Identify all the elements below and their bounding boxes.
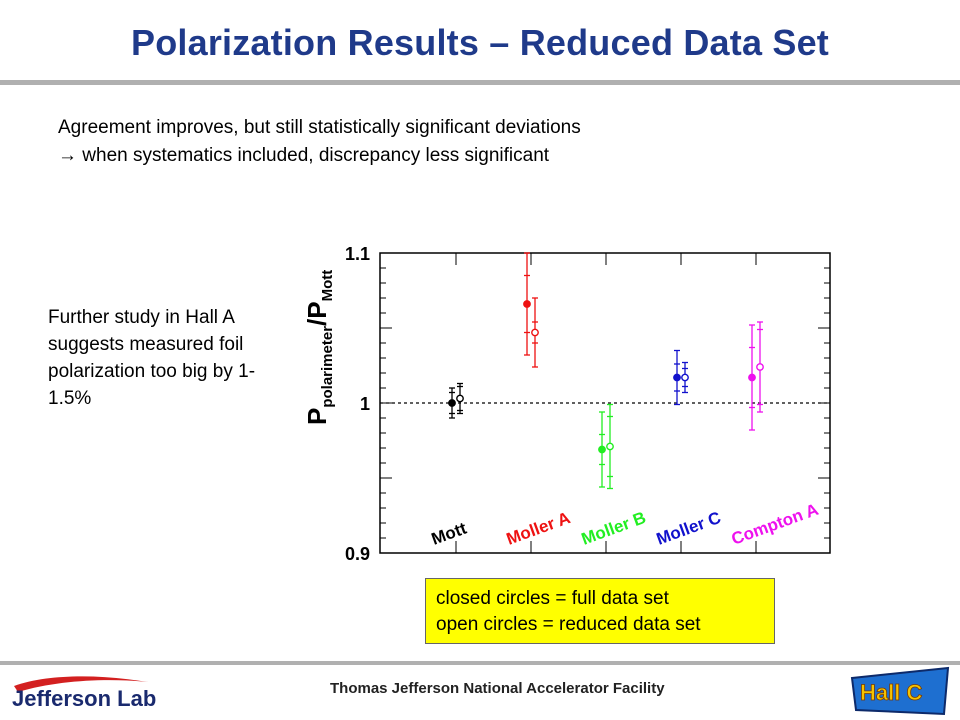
intro-text: Agreement improves, but still statistica… [58, 114, 581, 170]
y-tick-label: 1.1 [345, 244, 370, 264]
data-point-full [598, 445, 606, 454]
hall-c-logo: Hall C [850, 666, 950, 716]
legend-box: closed circles = full data set open circ… [425, 578, 775, 644]
hall-c-badge-icon [850, 666, 950, 716]
polarization-chart: 1.1 1 0.9 Mott Moller A Moller B Moller C Comp… [302, 244, 831, 564]
side-note: Further study in Hall A suggests measure… [48, 307, 256, 409]
y-axis-label-main: P [302, 408, 332, 425]
category-label: Moller B [579, 508, 649, 549]
data-point-reduced [606, 442, 614, 451]
data-point-full [448, 399, 456, 407]
category-label: Moller A [504, 508, 573, 549]
footer-text: Thomas Jefferson National Accelerator Fa… [330, 680, 665, 697]
data-point-full [523, 300, 531, 308]
title-divider [0, 80, 960, 85]
slide-title: Polarization Results – Reduced Data Set [131, 22, 829, 63]
category-label: Moller C [654, 508, 724, 549]
data-point-reduced [681, 373, 689, 382]
y-axis-label-sub2: Mott [319, 270, 336, 302]
intro-line-1: Agreement improves, but still statistica… [58, 117, 581, 138]
data-point-reduced [456, 394, 464, 403]
y-axis-label: Ppolarimeter/PMott [302, 270, 336, 425]
footer-divider [0, 661, 960, 665]
y-axis-label-slash: /P [302, 301, 332, 326]
legend-open-circles: open circles = reduced data set [436, 614, 701, 635]
data-point-full [673, 373, 681, 382]
jefferson-lab-logo: Jefferson Lab [12, 676, 156, 711]
jefferson-lab-wordmark: Jefferson Lab [12, 686, 156, 711]
intro-line-2: → when systematics included, discrepancy… [58, 145, 550, 166]
legend-closed-circles: closed circles = full data set [436, 588, 669, 609]
jefferson-lab-swoosh-icon [14, 676, 148, 692]
category-label: Compton A [729, 500, 821, 549]
category-label: Mott [429, 519, 470, 549]
y-axis-label-sub1: polarimeter [319, 326, 336, 408]
data-point-reduced [756, 363, 764, 371]
y-tick-label: 1 [360, 394, 370, 414]
data-point-full [748, 373, 756, 382]
data-point-reduced [531, 328, 539, 337]
hall-c-wordmark: Hall C [860, 680, 922, 705]
y-tick-label: 0.9 [345, 544, 370, 564]
